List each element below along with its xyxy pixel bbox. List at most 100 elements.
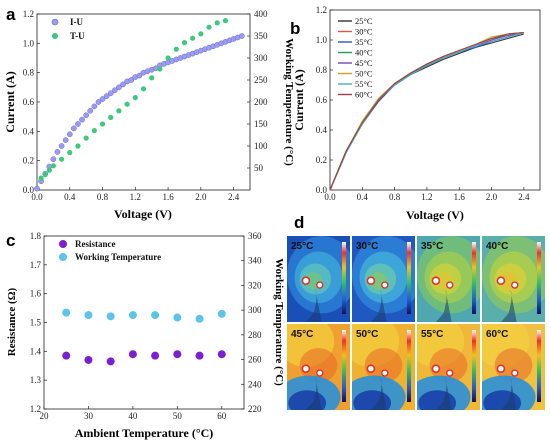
panel-a-iu-point bbox=[116, 84, 122, 91]
thermal-image-tile: 60°C bbox=[482, 324, 545, 410]
panel-a-iu-point bbox=[107, 90, 114, 97]
panel-a-ytick-label: 0.6 bbox=[23, 97, 35, 107]
panel-a-iu-point bbox=[128, 77, 135, 83]
panel-c-xtick-label: 30 bbox=[84, 411, 94, 421]
panel-c-ylabel: Resistance (Ω) bbox=[6, 287, 18, 356]
panel-c-working-temp-point bbox=[151, 311, 160, 320]
panel-c-resistance-point bbox=[217, 350, 226, 359]
panel-c-resistance-point bbox=[106, 357, 115, 366]
panel-a-tu-point bbox=[140, 86, 147, 92]
panel-c-legend-resistance-marker bbox=[59, 240, 67, 248]
panel-a-iu-point bbox=[54, 149, 61, 155]
panel-a-y2tick-label: 50 bbox=[254, 163, 264, 173]
panel-a-iu-point bbox=[66, 131, 73, 138]
panel-b-xtick-label: 0.8 bbox=[389, 192, 401, 202]
panel-c-working-temp-point bbox=[128, 311, 137, 320]
panel-a-xtick-label: 0.4 bbox=[64, 192, 76, 202]
panel-b-xlabel: Voltage (V) bbox=[406, 208, 464, 222]
panel-a-iu-point bbox=[238, 33, 245, 39]
panel-a-tu-point bbox=[149, 75, 155, 81]
panel-b-ytick-label: 0.2 bbox=[316, 155, 327, 165]
panel-a-iu-point bbox=[111, 87, 118, 94]
panel-c-legend-wt-marker bbox=[59, 253, 67, 261]
panel-b-ytick-label: 0.8 bbox=[316, 65, 328, 75]
panel-c-ytick-label: 1.7 bbox=[30, 260, 42, 270]
panel-a-tu-point bbox=[42, 172, 48, 178]
thermal-hotspot bbox=[446, 281, 454, 289]
panel-b-series-line bbox=[329, 31, 524, 191]
panel-c-y2tick-label: 220 bbox=[248, 404, 262, 414]
panel-c-resistance-point bbox=[195, 351, 204, 360]
panel-letter-d: d bbox=[294, 213, 304, 232]
panel-c-ytick-label: 1.4 bbox=[30, 346, 42, 356]
panel-a-tu-point bbox=[222, 18, 229, 24]
panel-a-iu-point bbox=[99, 96, 106, 102]
panel-b-xtick-label: 0.4 bbox=[357, 192, 369, 202]
panel-a-xtick-label: 1.2 bbox=[130, 192, 141, 202]
thermal-hotspot bbox=[381, 369, 389, 377]
panel-c-ytick-label: 1.3 bbox=[30, 375, 42, 385]
panel-a-iu-point bbox=[62, 137, 69, 143]
panel-a-tu-point bbox=[124, 101, 130, 107]
panel-c-xlabel: Ambient Temperature (°C) bbox=[75, 426, 214, 440]
thermal-hotspot bbox=[316, 281, 324, 289]
panel-b-legend-label: 25°C bbox=[355, 16, 373, 26]
panel-b-xtick-label: 2.4 bbox=[518, 192, 530, 202]
thermal-image-tile: 30°C bbox=[352, 236, 415, 322]
panel-c-y2tick-label: 300 bbox=[248, 305, 262, 315]
panel-c-resistance-point bbox=[151, 351, 160, 360]
panel-b-legend-label: 30°C bbox=[355, 27, 373, 37]
panel-a-frame bbox=[36, 13, 251, 191]
panel-a-tu-point bbox=[83, 135, 89, 141]
thermal-hotspot bbox=[381, 281, 389, 289]
panel-a-tu-point bbox=[181, 40, 188, 46]
panel-c-ytick-label: 1.8 bbox=[30, 231, 42, 241]
panel-a-iu-point bbox=[120, 81, 126, 88]
panel-b-chart: 0.0 0.4 0.8 1.2 1.6 2.0 2.4 0.0 0.2 0.4 0.6 0.8 1.0 1… bbox=[292, 5, 541, 222]
panel-b-legend-label: 55°C bbox=[355, 79, 373, 89]
panel-a-ytick-label: 0.0 bbox=[23, 185, 35, 195]
panel-a-iu-point bbox=[91, 103, 98, 110]
thermal-hotspot bbox=[446, 369, 454, 377]
panel-a-tu-point bbox=[165, 55, 171, 61]
thermal-image-tile: 45°C bbox=[287, 324, 350, 410]
panel-c-ytick-label: 1.6 bbox=[30, 289, 42, 299]
panel-c-chart: 20 30 40 50 60 1.2 1.3 1.4 1.5 1.6 1.7 1.8 220 240 260… bbox=[6, 231, 285, 440]
panel-a-iu-point bbox=[87, 107, 94, 114]
panel-a-iu-point bbox=[103, 93, 110, 99]
panel-b-ytick-label: 0.4 bbox=[316, 125, 328, 135]
panel-a-tu-point bbox=[132, 95, 138, 101]
thermal-hotspot bbox=[316, 369, 324, 377]
thermal-colorbar bbox=[342, 330, 346, 402]
panel-c-resistance-point bbox=[84, 355, 93, 364]
panel-a-legend-tu: T-U bbox=[70, 31, 85, 41]
panel-letter-b: b bbox=[290, 19, 300, 38]
panel-b-legend-label: 50°C bbox=[355, 69, 373, 79]
panel-b-ytick-label: 0.6 bbox=[316, 95, 328, 105]
panel-letter-c: c bbox=[6, 231, 15, 250]
thermal-temp-label: 35°C bbox=[421, 241, 443, 252]
thermal-colorbar bbox=[342, 242, 346, 314]
thermal-temp-label: 45°C bbox=[291, 329, 313, 340]
panel-a-iu-point bbox=[136, 72, 143, 79]
panel-c-working-temp-point bbox=[84, 311, 93, 320]
thermal-hotspot bbox=[511, 369, 519, 377]
panel-c-working-temp-point bbox=[62, 308, 71, 317]
panel-c-y2tick-label: 360 bbox=[248, 231, 262, 241]
panel-a-ytick-label: 0.8 bbox=[23, 68, 35, 78]
panel-b-xtick-label: 0.0 bbox=[324, 192, 336, 202]
panel-a-legend-iu-marker bbox=[51, 18, 59, 26]
thermal-hotspot bbox=[496, 276, 506, 286]
panel-a-tu-point bbox=[173, 46, 179, 52]
panel-a-tu-point bbox=[99, 121, 106, 127]
panel-a-xlabel: Voltage (V) bbox=[114, 207, 172, 221]
thermal-colorbar bbox=[407, 330, 411, 402]
panel-letter-a: a bbox=[6, 5, 16, 24]
panel-c-working-temp-point bbox=[217, 309, 226, 318]
panel-a-y2tick-label: 250 bbox=[254, 75, 268, 85]
panel-c-working-temp-point bbox=[173, 313, 182, 322]
panel-b-ytick-label: 0.0 bbox=[316, 185, 328, 195]
panel-a-ytick-label: 1.0 bbox=[23, 38, 35, 48]
panel-a-tu-point bbox=[46, 167, 52, 173]
panel-a-tu-point bbox=[58, 156, 65, 162]
